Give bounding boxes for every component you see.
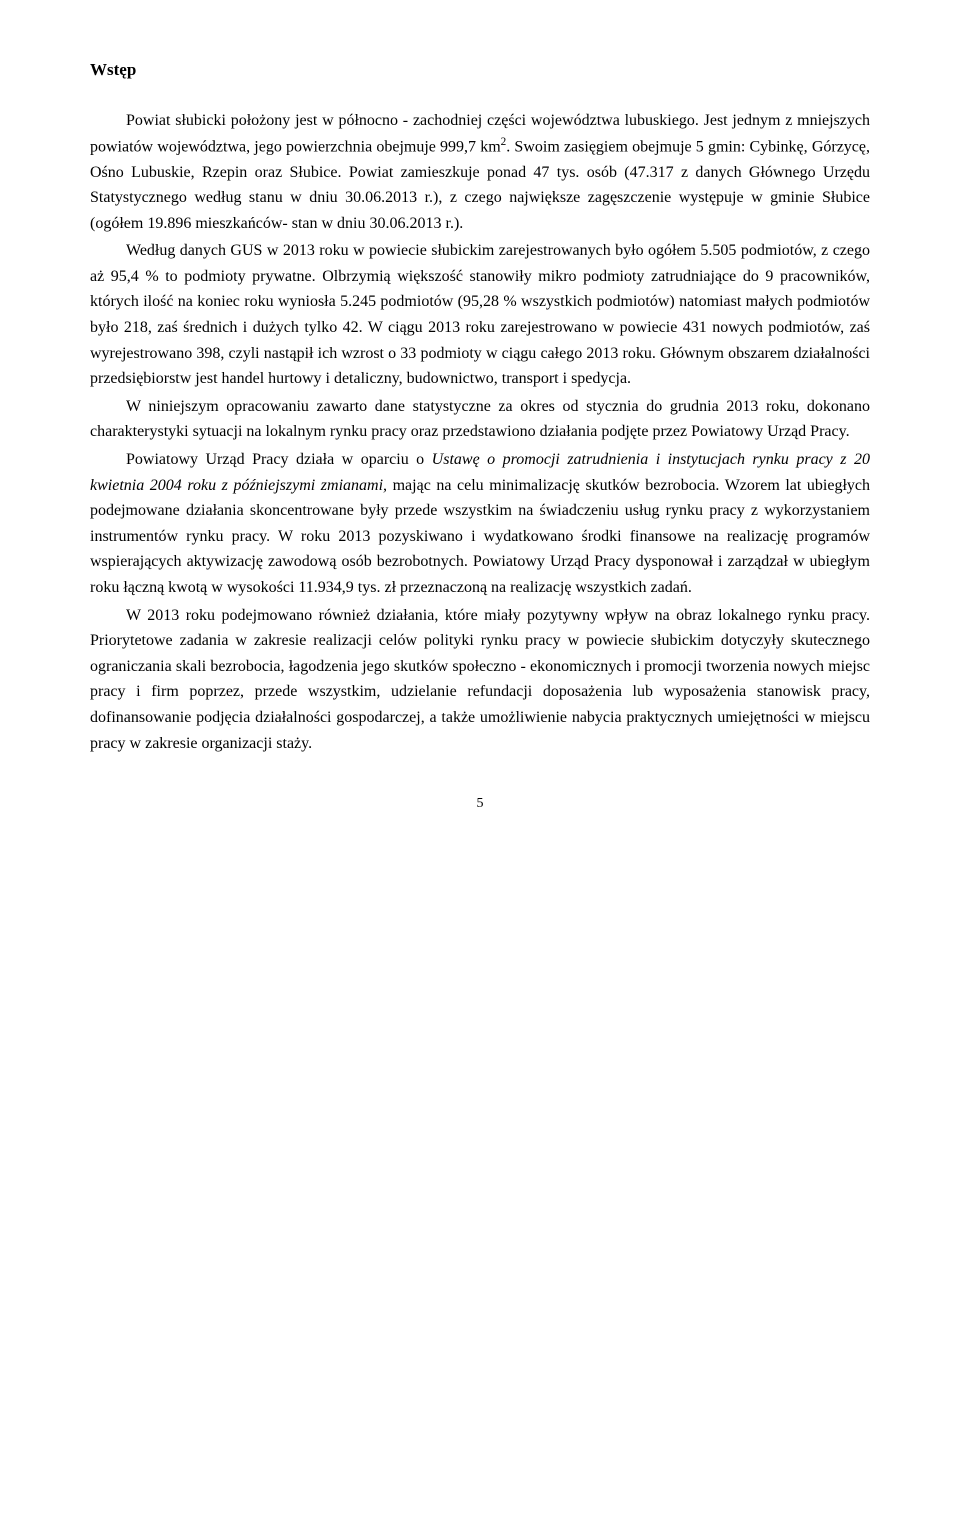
paragraph-2: Według danych GUS w 2013 roku w powiecie…	[90, 238, 870, 392]
document-title: Wstęp	[90, 60, 870, 80]
paragraph-5: W 2013 roku podejmowano również działani…	[90, 603, 870, 757]
paragraph-4: Powiatowy Urząd Pracy działa w oparciu o…	[90, 447, 870, 601]
p4-text-part1: Powiatowy Urząd Pracy działa w oparciu o	[126, 451, 432, 468]
page-number: 5	[90, 796, 870, 812]
p4-text-part2: mając na celu minimalizację skutków bezr…	[90, 477, 870, 596]
paragraph-3: W niniejszym opracowaniu zawarto dane st…	[90, 394, 870, 445]
paragraph-1: Powiat słubicki położony jest w północno…	[90, 108, 870, 236]
